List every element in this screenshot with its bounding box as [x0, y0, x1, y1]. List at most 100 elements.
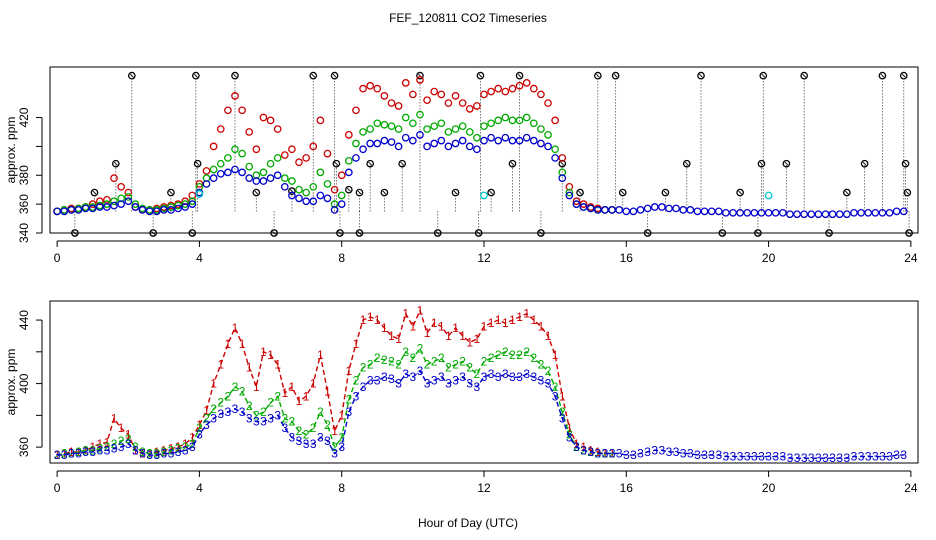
top-data-point	[608, 206, 616, 214]
bottom-series-marker-label: 3	[509, 370, 516, 384]
bottom-series-marker-label: 1	[175, 440, 182, 454]
top-data-point	[295, 185, 303, 194]
top-data-point	[295, 158, 303, 167]
bottom-series-marker-label: 3	[438, 370, 445, 384]
top-data-point	[778, 208, 787, 217]
top-data-point	[437, 136, 446, 145]
bottom-series-marker-label: 3	[765, 450, 772, 464]
bottom-series-marker-label: 3	[402, 367, 409, 381]
bottom-series-marker-label: 3	[602, 446, 609, 460]
top-data-point	[473, 145, 481, 154]
bottom-series-marker-label: 2	[395, 358, 402, 372]
bottom-series-marker-label: 1	[196, 418, 203, 432]
top-data-point	[110, 197, 118, 206]
top-data-point	[451, 92, 460, 100]
bottom-x-tick-label: 12	[477, 481, 491, 495]
top-y-tick-label: 420	[17, 107, 31, 127]
bottom-series-marker-label: 2	[189, 437, 196, 451]
top-data-point	[216, 159, 225, 168]
top-data-point	[145, 207, 154, 216]
top-data-point	[430, 122, 439, 131]
top-data-point	[473, 133, 481, 142]
top-data-point	[366, 139, 375, 148]
bottom-series-marker-label: 1	[182, 437, 189, 451]
top-data-point-cross	[382, 190, 387, 195]
top-data-point	[216, 125, 225, 133]
top-data-point-cross	[560, 161, 565, 166]
top-plot-frame	[49, 66, 919, 234]
top-data-point	[259, 168, 268, 177]
bottom-y-tick-label: 360	[17, 437, 31, 457]
bottom-series-marker-label: 3	[381, 370, 388, 384]
top-data-point	[622, 207, 631, 216]
top-data-point	[124, 197, 133, 206]
bottom-series-marker-label: 3	[338, 440, 345, 454]
bottom-series-marker-label: 1	[459, 329, 466, 343]
bottom-y-axis: 360 400 440	[17, 310, 43, 457]
bottom-series-marker-label: 2	[132, 440, 139, 454]
bottom-series-marker-label: 3	[666, 445, 673, 459]
bottom-series-marker-label: 3	[303, 437, 310, 451]
bottom-series-marker-label: 3	[367, 373, 374, 387]
top-data-point	[302, 197, 310, 206]
bottom-series-marker-label: 3	[125, 437, 132, 451]
bottom-series-marker-label: 3	[410, 370, 417, 384]
top-data-point	[231, 165, 239, 174]
top-data-point	[793, 210, 801, 219]
top-data-point	[508, 84, 517, 93]
top-x-tick-label: 20	[762, 251, 776, 265]
top-data-point	[259, 177, 268, 185]
top-data-point	[764, 208, 773, 217]
top-data-point	[465, 128, 474, 136]
top-data-point	[494, 116, 503, 125]
top-data-point	[416, 71, 424, 80]
top-data-point	[665, 204, 673, 213]
top-data-point	[494, 84, 503, 93]
top-data-point	[480, 191, 488, 200]
bottom-series-marker-label: 1	[481, 319, 488, 333]
top-data-point-cross	[113, 161, 118, 166]
bottom-series-marker-label: 3	[153, 448, 160, 462]
top-data-point	[323, 149, 332, 158]
top-data-point	[722, 208, 730, 217]
bottom-y-axis-label: approx. ppm	[4, 349, 18, 416]
bottom-series-marker-label: 3	[779, 450, 786, 464]
bottom-series-marker-label: 1	[431, 316, 438, 330]
top-data-point	[224, 106, 232, 115]
bottom-series-marker-label: 3	[75, 446, 82, 460]
top-x-tick-label: 24	[904, 251, 918, 265]
bottom-series-marker-label: 3	[723, 450, 730, 464]
bottom-series-marker-label: 1	[395, 332, 402, 346]
bottom-series-marker-label: 2	[495, 348, 502, 362]
top-data-point	[750, 208, 759, 217]
bottom-y-tick-label: 400	[17, 373, 31, 393]
bottom-series-marker-label: 2	[488, 351, 495, 365]
top-data-point	[110, 174, 118, 182]
bottom-series-marker-label: 2	[353, 373, 360, 387]
x-axis-label: Hour of Day (UTC)	[418, 516, 518, 530]
top-data-point	[387, 99, 396, 107]
top-data-point	[764, 191, 773, 200]
bottom-y-tick-label: 440	[17, 310, 31, 330]
top-data-point	[195, 190, 204, 198]
bottom-series-marker-label: 3	[324, 434, 331, 448]
bottom-series-marker-label: 1	[417, 304, 424, 318]
top-data-point	[401, 113, 410, 122]
top-data-point	[188, 197, 197, 206]
top-data-point	[74, 206, 83, 214]
top-data-point	[273, 171, 282, 180]
top-data-point	[124, 188, 133, 197]
bottom-series-marker-label: 1	[260, 345, 267, 359]
top-data-point	[117, 200, 125, 208]
bottom-series-marker-label: 2	[509, 348, 516, 362]
bottom-series-marker-label: 1	[388, 329, 395, 343]
bottom-series-marker-label: 3	[772, 450, 779, 464]
bottom-series-marker-label: 1	[495, 313, 502, 327]
top-data-point	[380, 120, 389, 129]
bottom-series-marker-label: 3	[836, 451, 843, 465]
top-data-point-cross	[489, 190, 494, 195]
bottom-series-marker-label: 2	[281, 412, 288, 426]
top-x-tick-label: 16	[620, 251, 634, 265]
top-data-point	[352, 106, 360, 115]
bottom-series-marker-label: 1	[82, 443, 89, 457]
